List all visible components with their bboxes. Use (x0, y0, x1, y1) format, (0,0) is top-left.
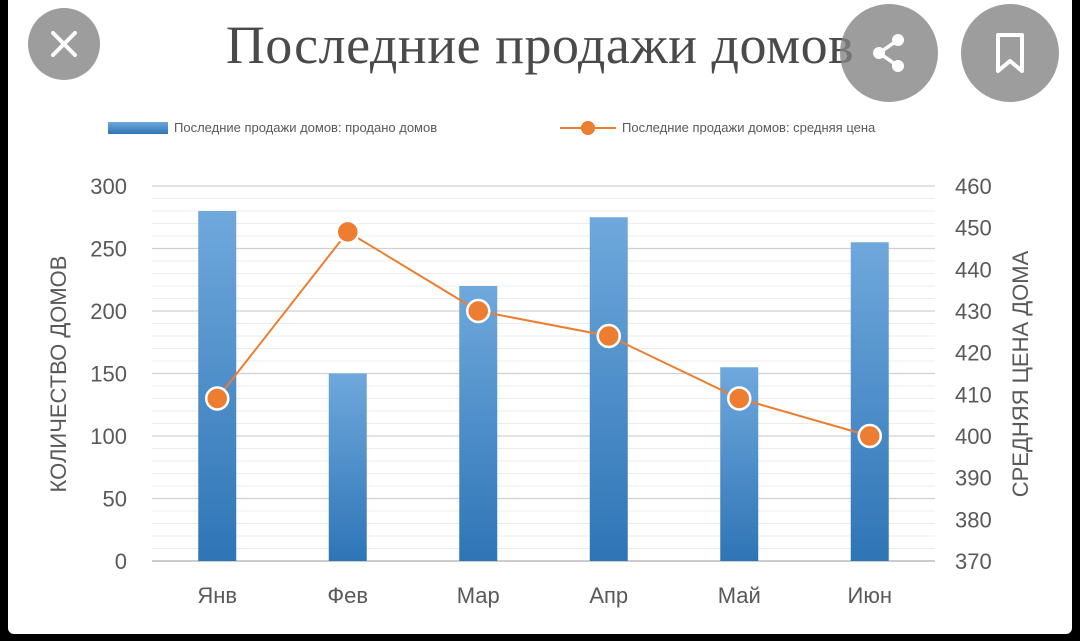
close-icon (51, 31, 77, 57)
x-tick-label: Апр (589, 583, 628, 608)
y-tick-label-right: 420 (955, 341, 992, 366)
line-point (335, 219, 360, 245)
series-line-price (216, 230, 871, 437)
share-button[interactable] (840, 4, 938, 102)
bar (198, 211, 237, 561)
x-tick-label: Янв (197, 583, 237, 608)
bookmark-icon (996, 33, 1024, 73)
x-tick-label: Май (718, 583, 761, 608)
bar (459, 286, 498, 561)
line-point (466, 298, 491, 324)
bar (850, 242, 889, 561)
y-tick-label-right: 460 (955, 174, 992, 199)
y-tick-label-left: 200 (90, 299, 127, 324)
line-point (596, 323, 621, 349)
bar (328, 373, 367, 561)
y-tick-label-right: 450 (955, 216, 992, 241)
y-tick-label-left: 300 (90, 174, 127, 199)
share-icon (873, 34, 904, 72)
line-point (205, 386, 230, 411)
y-tick-label-left: 50 (103, 487, 127, 512)
y-tick-label-left: 0 (115, 549, 127, 574)
chart-card (8, 0, 1072, 634)
y-tick-label-right: 380 (955, 507, 992, 532)
legend: Последние продажи домов: продано домов П… (0, 120, 1080, 142)
y-tick-label-right: 400 (955, 424, 992, 449)
legend-label-line: Последние продажи домов: средняя цена (622, 120, 876, 135)
y-tick-label-left: 150 (90, 362, 127, 387)
bar (589, 217, 628, 561)
chart-title: Последние продажи домов (225, 15, 855, 75)
y-tick-label-left: 250 (90, 237, 127, 262)
line-point (857, 423, 882, 449)
y-tick-label-right: 430 (955, 299, 992, 324)
y-tick-label-left: 100 (90, 424, 127, 449)
legend-bar-swatch (108, 121, 168, 134)
legend-line-swatch (560, 120, 616, 135)
y-tick-label-right: 390 (955, 466, 992, 491)
x-tick-label: Июн (848, 583, 892, 608)
close-button[interactable] (28, 8, 100, 80)
x-tick-label: Фев (327, 583, 368, 608)
bookmark-button[interactable] (961, 4, 1059, 102)
y-tick-label-right: 370 (955, 549, 992, 574)
legend-item-line: Последние продажи домов: средняя цена (560, 120, 875, 135)
legend-label-bar: Последние продажи домов: продано домов (174, 120, 438, 135)
legend-item-bar: Последние продажи домов: продано домов (108, 120, 437, 135)
x-tick-label: Мар (457, 583, 500, 608)
y-tick-label-right: 440 (955, 257, 992, 282)
y-tick-label-right: 410 (955, 382, 992, 407)
line-point (727, 386, 752, 411)
